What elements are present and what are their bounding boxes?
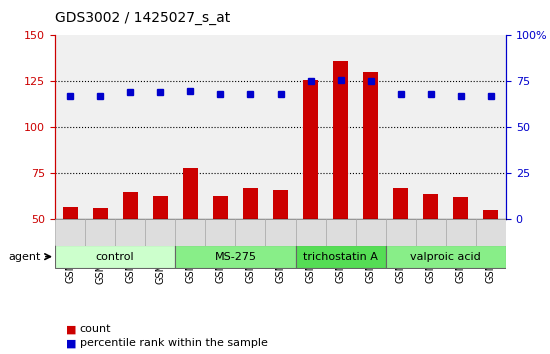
Bar <box>205 219 235 246</box>
FancyBboxPatch shape <box>55 246 175 268</box>
Bar <box>416 219 446 246</box>
FancyBboxPatch shape <box>175 246 295 268</box>
FancyBboxPatch shape <box>295 246 386 268</box>
Text: ■: ■ <box>66 324 76 334</box>
Bar <box>92 209 108 312</box>
Bar <box>175 219 205 246</box>
Bar <box>483 210 498 312</box>
Bar <box>183 168 198 312</box>
Text: count: count <box>80 324 111 334</box>
Text: control: control <box>96 252 134 262</box>
Bar <box>85 219 115 246</box>
Bar <box>115 219 145 246</box>
Bar <box>303 80 318 312</box>
Bar <box>446 219 476 246</box>
Text: trichostatin A: trichostatin A <box>303 252 378 262</box>
Bar <box>55 219 85 246</box>
Bar <box>63 207 78 312</box>
Text: ■: ■ <box>66 338 76 348</box>
Bar <box>266 219 295 246</box>
Bar <box>213 195 228 312</box>
Bar <box>145 219 175 246</box>
Text: MS-275: MS-275 <box>214 252 256 262</box>
Bar <box>356 219 386 246</box>
Text: GDS3002 / 1425027_s_at: GDS3002 / 1425027_s_at <box>55 11 230 25</box>
Text: valproic acid: valproic acid <box>410 252 481 262</box>
Text: agent: agent <box>8 252 41 262</box>
Bar <box>333 61 348 312</box>
FancyBboxPatch shape <box>386 246 506 268</box>
Bar <box>363 72 378 312</box>
Bar <box>295 219 326 246</box>
Bar <box>476 219 506 246</box>
Bar <box>235 219 266 246</box>
Bar <box>153 195 168 312</box>
Bar <box>123 192 138 312</box>
Bar <box>326 219 356 246</box>
Text: percentile rank within the sample: percentile rank within the sample <box>80 338 268 348</box>
Bar <box>453 198 469 312</box>
Bar <box>424 194 438 312</box>
Bar <box>243 188 258 312</box>
Bar <box>273 190 288 312</box>
Bar <box>386 219 416 246</box>
Bar <box>393 188 408 312</box>
